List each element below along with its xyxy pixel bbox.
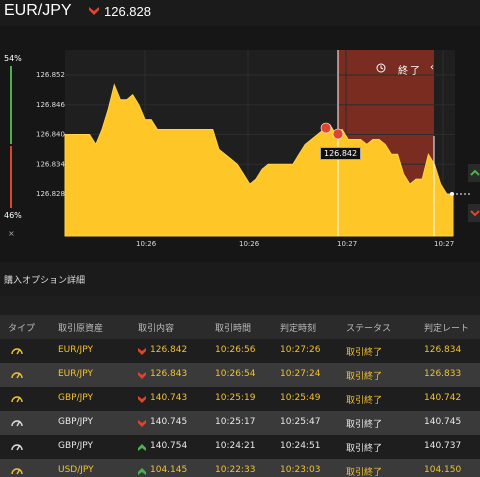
cell-rate: 104.150	[424, 465, 462, 475]
gauge-type-icon	[11, 348, 23, 355]
x-tick-label: 10:26	[136, 240, 157, 248]
header-bar: EUR/JPY 126.828	[0, 0, 480, 26]
down-arrow-icon	[138, 420, 146, 427]
chart-area[interactable]: 126.852 126.846 126.840 126.834 126.828 10:26…	[0, 26, 480, 262]
cell-rate: 126.833	[424, 369, 462, 379]
y-tick-label: 126.834	[36, 160, 65, 168]
table-row[interactable]: EUR/JPY 126.843 10:26:54 10:27:24 取引終了 126.83…	[0, 363, 480, 387]
col-content: 取引内容	[138, 324, 175, 334]
expiry-end-label: 終了	[398, 66, 422, 77]
gauge-type-icon	[11, 396, 23, 403]
up-arrow-icon	[138, 444, 146, 451]
cell-pair: EUR/JPY	[58, 369, 93, 379]
cell-content: 126.842	[150, 345, 188, 355]
price-chart[interactable]: 126.852 126.846 126.840 126.834 126.828 10:26…	[0, 26, 480, 262]
y-tick-label: 126.828	[36, 190, 65, 198]
cell-status: 取引終了	[346, 468, 383, 477]
x-tick-label: 10:27	[434, 240, 454, 248]
cell-rate: 126.834	[424, 345, 462, 355]
price-marker-label: 126.842	[320, 147, 362, 160]
cell-pair: EUR/JPY	[58, 345, 93, 355]
cell-content: 140.743	[150, 393, 188, 403]
trade-marker-icon	[320, 122, 332, 134]
y-tick-label: 126.846	[36, 101, 65, 109]
cell-judge: 10:27:26	[280, 345, 321, 355]
cell-pair: USD/JPY	[58, 465, 94, 475]
cell-pair: GBP/JPY	[58, 393, 93, 403]
col-type: タイプ	[8, 324, 36, 334]
gauge-up-bar	[10, 66, 12, 144]
table-row[interactable]: EUR/JPY 126.842 10:26:56 10:27:26 取引終了 126.83…	[0, 339, 480, 363]
cell-status: 取引終了	[346, 372, 383, 382]
cell-rate: 140.742	[424, 393, 462, 403]
y-tick-label: 126.852	[36, 71, 65, 79]
x-tick-label: 10:26	[239, 240, 260, 248]
table-row[interactable]: GBP/JPY 140.754 10:24:21 10:24:51 取引終了 140.73…	[0, 435, 480, 459]
cell-pair: GBP/JPY	[58, 441, 93, 451]
cell-content: 140.754	[150, 441, 188, 451]
cell-judge: 10:24:51	[280, 441, 321, 451]
gauge-down-percent: 46%	[4, 211, 22, 220]
cell-time: 10:25:19	[215, 393, 256, 403]
cell-judge: 10:25:47	[280, 417, 321, 427]
cell-content: 126.843	[150, 369, 188, 379]
cell-rate: 140.737	[424, 441, 462, 451]
table-row[interactable]: GBP/JPY 140.743 10:25:19 10:25:49 取引終了 140.74…	[0, 387, 480, 411]
side-up-button[interactable]	[468, 164, 480, 182]
down-arrow-icon	[138, 396, 146, 403]
cell-judge: 10:27:24	[280, 369, 321, 379]
asset-pair-title: EUR/JPY	[4, 2, 72, 19]
current-price-dot	[450, 192, 454, 196]
cell-status: 取引終了	[346, 420, 383, 430]
gauge-type-icon	[11, 444, 23, 451]
chevron-down-icon	[470, 210, 480, 217]
trade-marker-icon	[332, 128, 344, 140]
y-tick-label: 126.840	[36, 131, 65, 139]
cell-judge: 10:23:03	[280, 465, 321, 475]
section-title: 購入オプション詳細	[4, 276, 86, 286]
cell-content: 140.745	[150, 417, 188, 427]
cell-time: 10:26:54	[215, 369, 256, 379]
gauge-type-icon	[11, 372, 23, 379]
cell-rate: 140.745	[424, 417, 462, 427]
chevron-left-icon[interactable]: ‹	[430, 62, 434, 73]
x-tick-label: 10:27	[337, 240, 357, 248]
gauge-up-percent: 54%	[4, 54, 22, 63]
section-header: 購入オプション詳細	[0, 262, 480, 296]
col-rate: 判定レート	[424, 324, 470, 334]
down-arrow-icon	[89, 7, 99, 15]
cell-time: 10:24:21	[215, 441, 256, 451]
cell-time: 10:26:56	[215, 345, 256, 355]
down-arrow-icon	[138, 348, 146, 355]
up-arrow-icon	[138, 468, 146, 475]
col-judge: 判定時刻	[280, 324, 317, 334]
table-header-row: タイプ 取引原資産 取引内容 取引時間 判定時刻 ステータス 判定レート	[0, 315, 480, 339]
clock-icon	[376, 63, 386, 73]
cell-judge: 10:25:49	[280, 393, 321, 403]
gauge-down-bar	[10, 146, 12, 208]
table-row[interactable]: GBP/JPY 140.745 10:25:17 10:25:47 取引終了 140.74…	[0, 411, 480, 435]
cell-pair: GBP/JPY	[58, 417, 93, 427]
chevron-up-icon	[470, 169, 480, 176]
cell-status: 取引終了	[346, 348, 383, 358]
col-status: ステータス	[346, 324, 392, 334]
side-down-button[interactable]	[468, 204, 480, 222]
table-row[interactable]: USD/JPY 104.145 10:22:33 10:23:03 取引終了 104.15…	[0, 459, 480, 477]
gauge-type-icon	[11, 420, 23, 427]
price-area-series	[64, 83, 454, 237]
cell-time: 10:25:17	[215, 417, 256, 427]
col-asset: 取引原資産	[58, 324, 104, 334]
cell-time: 10:22:33	[215, 465, 256, 475]
cell-status: 取引終了	[346, 396, 383, 406]
cell-content: 104.145	[150, 465, 188, 475]
current-rate: 126.828	[104, 4, 151, 19]
col-time: 取引時間	[215, 324, 252, 334]
down-arrow-icon	[138, 372, 146, 379]
gauge-close-icon[interactable]: ×	[8, 229, 15, 238]
cell-status: 取引終了	[346, 444, 383, 454]
gauge-type-icon	[11, 468, 23, 475]
